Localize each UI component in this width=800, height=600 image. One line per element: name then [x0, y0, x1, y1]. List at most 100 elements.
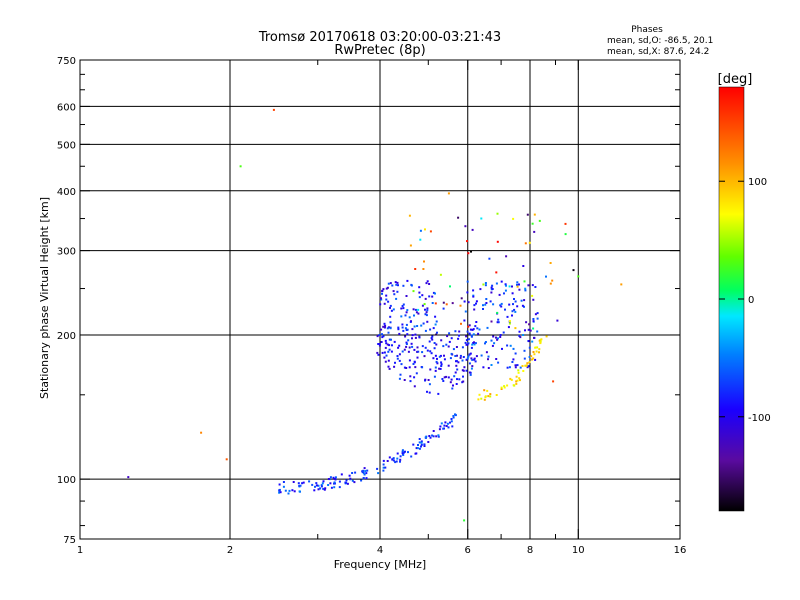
data-point — [493, 342, 496, 345]
data-point — [407, 350, 410, 353]
data-point — [415, 311, 418, 314]
data-point — [503, 385, 506, 388]
data-point — [284, 489, 287, 492]
plot-frame — [79, 59, 681, 540]
data-point — [345, 479, 348, 482]
data-point — [456, 354, 458, 357]
data-point — [426, 320, 429, 323]
data-point — [483, 389, 486, 392]
data-point — [444, 421, 447, 424]
data-point — [317, 488, 320, 491]
data-point — [522, 265, 525, 267]
data-point — [518, 377, 521, 380]
data-point — [514, 310, 517, 313]
data-point — [437, 434, 440, 437]
data-point — [515, 382, 518, 385]
data-point — [517, 371, 520, 374]
data-point — [383, 351, 386, 354]
data-point — [531, 358, 533, 361]
data-point — [423, 303, 426, 306]
data-point — [468, 362, 471, 365]
data-point — [332, 476, 335, 479]
data-point — [475, 355, 478, 358]
data-point — [408, 316, 411, 319]
data-point — [434, 292, 436, 295]
data-point — [414, 333, 417, 336]
data-point — [496, 212, 499, 215]
data-point — [447, 364, 450, 367]
data-point — [525, 364, 528, 367]
data-point — [376, 335, 379, 338]
data-point — [424, 308, 426, 311]
data-point — [424, 313, 427, 316]
data-point — [388, 338, 391, 341]
data-point — [421, 366, 424, 369]
data-point — [500, 305, 503, 308]
data-point — [434, 366, 437, 369]
data-point — [443, 358, 446, 361]
data-point — [459, 304, 462, 307]
data-point — [425, 435, 428, 438]
data-point — [460, 297, 463, 300]
data-point — [528, 241, 531, 244]
data-point — [472, 289, 475, 292]
data-point — [386, 460, 389, 462]
data-point — [470, 335, 473, 338]
data-point — [406, 333, 409, 336]
data-point — [457, 361, 460, 364]
data-point — [466, 240, 468, 243]
data-point — [402, 454, 405, 456]
x-tick-label: 2 — [227, 545, 233, 556]
data-point — [480, 217, 483, 220]
data-point — [620, 283, 623, 286]
data-point — [442, 345, 445, 348]
data-point — [523, 280, 526, 283]
data-point — [414, 366, 417, 369]
data-point — [424, 378, 427, 381]
data-point — [496, 240, 499, 243]
y-tick-label: 750 — [57, 56, 76, 67]
data-point — [442, 307, 445, 310]
data-point — [486, 389, 489, 392]
data-point — [440, 363, 443, 366]
data-point — [454, 355, 457, 357]
data-point — [449, 357, 452, 360]
data-point — [500, 386, 503, 389]
data-point — [455, 360, 458, 363]
data-point — [392, 459, 395, 462]
data-point — [421, 351, 424, 354]
data-point — [518, 334, 521, 337]
data-point — [407, 451, 409, 454]
data-point — [390, 309, 393, 312]
data-point — [522, 334, 525, 336]
data-point — [451, 425, 454, 428]
data-point — [471, 343, 474, 346]
data-point — [426, 280, 429, 283]
data-point — [415, 372, 418, 375]
data-point — [389, 315, 392, 318]
data-point — [556, 319, 559, 322]
data-point — [472, 342, 475, 344]
data-point — [416, 356, 419, 359]
data-point — [445, 303, 448, 306]
data-point — [474, 360, 477, 363]
data-point — [315, 482, 318, 485]
data-point — [519, 336, 522, 339]
data-point — [539, 340, 542, 343]
data-point — [552, 380, 555, 383]
data-point — [387, 282, 390, 285]
data-point — [484, 284, 487, 287]
data-point — [536, 346, 539, 349]
data-point — [523, 357, 526, 360]
data-point — [411, 337, 413, 340]
data-point — [417, 444, 419, 446]
data-point — [531, 294, 534, 297]
data-point — [435, 343, 438, 346]
data-point — [385, 354, 388, 357]
data-point — [388, 456, 391, 459]
data-point — [508, 322, 511, 325]
data-point — [469, 328, 472, 331]
data-point — [401, 326, 404, 329]
data-point — [507, 326, 510, 329]
data-point — [382, 463, 385, 466]
